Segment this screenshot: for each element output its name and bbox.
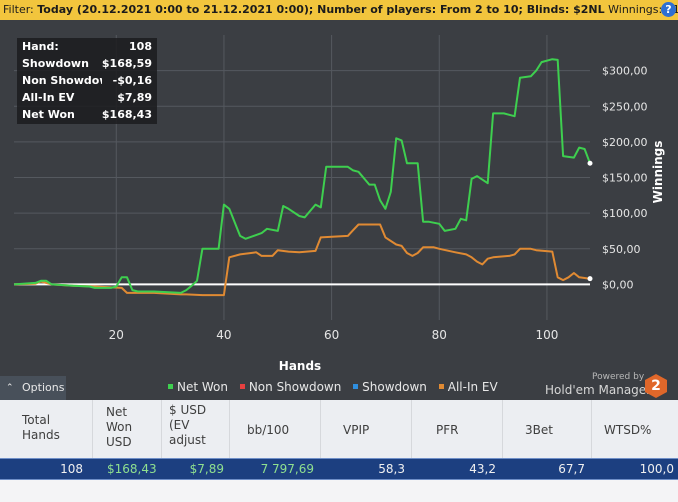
legend-swatch (239, 384, 245, 389)
filter-winnings: Winnings: $168,43 (608, 3, 678, 16)
stats-row-allin-ev: All-In EV $7,89 (17, 89, 157, 106)
cell-wtsd: 100,0 (639, 462, 674, 476)
brand-name: Hold'em Manager (545, 383, 652, 397)
stats-key: Net Won (22, 108, 75, 121)
col-pfr[interactable]: PFR (412, 400, 503, 458)
series-end-point (587, 160, 593, 166)
powered-by: Powered by (592, 372, 645, 382)
y-tick-label: $100,00 (602, 207, 648, 220)
cell-bb100: 7 797,69 (260, 462, 314, 476)
cell-3bet: 67,7 (558, 462, 585, 476)
series-line-all-in-ev (13, 223, 591, 297)
legend-item-non-showdown[interactable]: Non Showdown (239, 380, 342, 394)
col-label: 3Bet (525, 423, 553, 437)
y-tick-label: $250,00 (602, 100, 648, 113)
x-tick-label: 40 (216, 328, 231, 342)
legend-label: Showdown (362, 380, 427, 394)
cell-total-hands: 108 (60, 462, 83, 476)
y-tick-label: $200,00 (602, 136, 648, 149)
stats-key: Non Showdown (22, 74, 102, 87)
legend-label: Non Showdown (248, 380, 342, 394)
col-3bet[interactable]: 3Bet (503, 400, 592, 458)
legend-label: Net Won (177, 380, 228, 394)
col-total-hands[interactable]: Total Hands (0, 400, 93, 458)
col-ev-adjusted[interactable]: $ USD (EV adjust (162, 400, 230, 458)
stats-value: $7,89 (117, 91, 152, 104)
chevron-up-icon: ⌃ (6, 383, 14, 393)
cell-net-won: $168,43 (107, 462, 157, 476)
hem-logo-icon: 2 (645, 374, 667, 398)
legend-swatch (353, 384, 359, 389)
filter-bar[interactable]: Filter: Today (20.12.2021 0:00 to 21.12.… (0, 0, 678, 20)
y-tick-label: $50,00 (602, 243, 641, 256)
series-line-net-won (13, 58, 591, 294)
x-tick-label: 20 (109, 328, 124, 342)
stats-box: Hand: 108 Showdown $168,59 Non Showdown … (17, 38, 157, 124)
stats-row-net-won: Net Won $168,43 (17, 106, 157, 123)
table-empty-area (0, 480, 678, 502)
legend-swatch (438, 384, 444, 389)
y-axis-label: Winnings (651, 141, 665, 204)
legend-item-allin-ev[interactable]: All-In EV (438, 380, 498, 394)
cell-pfr: 43,2 (469, 462, 496, 476)
y-tick-label: $150,00 (602, 172, 648, 185)
col-net-won-usd[interactable]: Net Won USD (93, 400, 162, 458)
stats-value: -$0,16 (112, 74, 152, 87)
cell-ev-adjusted: $7,89 (189, 462, 224, 476)
stats-row-non-showdown: Non Showdown -$0,16 (17, 72, 157, 89)
x-axis-label: Hands (279, 359, 321, 373)
col-label: Net Won USD (106, 405, 133, 449)
filter-text: Today (20.12.2021 0:00 to 21.12.2021 0:0… (37, 3, 605, 16)
col-bb100[interactable]: bb/100 (230, 400, 321, 458)
table-header: Total Hands Net Won USD $ USD (EV adjust… (0, 400, 678, 458)
x-tick-label: 80 (432, 328, 447, 342)
stats-value: $168,59 (101, 57, 152, 70)
col-wtsd[interactable]: WTSD% (592, 400, 678, 458)
series-end-point (587, 276, 593, 282)
chart-legend: Net Won Non Showdown Showdown All-In EV (168, 380, 506, 394)
col-label: bb/100 (247, 423, 290, 437)
winnings-chart: $0,00 $50,00 $100,00 $150,00 $200,00 $250,00 $… (0, 20, 678, 376)
stats-key: All-In EV (22, 91, 75, 104)
stats-value: 108 (129, 40, 152, 53)
cell-vpip: 58,3 (378, 462, 405, 476)
filter-label: Filter: (3, 3, 34, 16)
col-label: Total Hands (22, 413, 60, 442)
stats-value: $168,43 (101, 108, 152, 121)
stats-key: Hand: (22, 40, 59, 53)
y-tick-label: $300,00 (602, 65, 648, 78)
question-icon[interactable]: ? (661, 2, 676, 17)
col-label: PFR (436, 423, 459, 437)
col-vpip[interactable]: VPIP (321, 400, 412, 458)
options-label: Options (22, 381, 65, 394)
stats-row-hand: Hand: 108 (17, 38, 157, 55)
x-tick-label: 100 (535, 328, 558, 342)
legend-strip: ⌃ Options Net Won Non Showdown Showdown … (0, 376, 678, 400)
col-label: $ USD (EV adjust (169, 403, 207, 447)
col-label: VPIP (343, 423, 370, 437)
legend-swatch (168, 384, 173, 389)
options-button[interactable]: ⌃ Options (0, 376, 66, 400)
x-tick-label: 60 (324, 328, 339, 342)
y-tick-label: $0,00 (602, 278, 634, 291)
legend-item-net-won[interactable]: Net Won (168, 380, 228, 394)
legend-label: All-In EV (447, 380, 498, 394)
table-row[interactable]: 108 $168,43 $7,89 7 797,69 58,3 43,2 67,… (0, 458, 678, 480)
legend-item-showdown[interactable]: Showdown (353, 380, 427, 394)
col-label: WTSD% (604, 423, 652, 437)
stats-key: Showdown (22, 57, 89, 70)
stats-row-showdown: Showdown $168,59 (17, 55, 157, 72)
